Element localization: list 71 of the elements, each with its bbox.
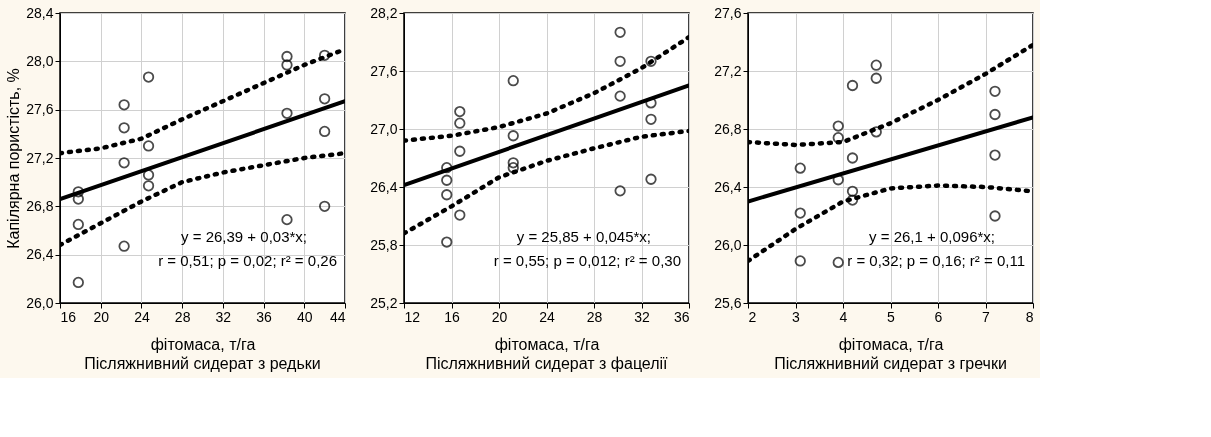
x-tick-label: 40 — [297, 308, 313, 325]
y-tick-label: 25,6 — [714, 294, 742, 311]
x-tick-label: 36 — [673, 308, 690, 325]
y-tick-label: 25,8 — [370, 236, 398, 253]
point — [870, 126, 882, 138]
x-tick-label: 36 — [256, 308, 273, 325]
y-tick-label: 26,0 — [26, 294, 54, 311]
x-axis-title: фітомаса, т/га — [838, 335, 944, 353]
x-tick-label: 6 — [934, 308, 943, 325]
text: Післяжнивний сидерат з гречки — [774, 355, 1007, 372]
x-tick-label: 28 — [174, 308, 191, 325]
x-tick-label: 20 — [491, 308, 508, 325]
point — [832, 256, 844, 269]
x-tick-label: 16 — [444, 308, 460, 325]
point — [846, 185, 859, 197]
x-axis-title: фітомаса, т/га — [494, 335, 600, 353]
x-tick-label: 4 — [839, 308, 848, 325]
x-tick-label: 16 — [60, 308, 77, 325]
y-tick-label: 26,4 — [26, 246, 54, 263]
point — [989, 149, 1001, 161]
y-tick-label: 27,2 — [714, 62, 742, 79]
x-tick-label: 7 — [982, 308, 991, 325]
point — [832, 132, 844, 144]
x-tick-label: 3 — [792, 308, 801, 325]
annotation: y = 26,39 + 0,03*x; — [181, 228, 307, 245]
y-tick-label: 27,6 — [26, 101, 54, 118]
x-tick-label: 8 — [1025, 308, 1034, 325]
y-tick-label: 27,2 — [26, 149, 54, 166]
point — [989, 85, 1001, 97]
y-tick-label: 26,0 — [714, 236, 742, 253]
y-axis-title: Капілярна пористість, % — [5, 68, 23, 249]
y-tick-label: 27,6 — [370, 62, 398, 79]
annotation: y = 26,1 + 0,096*x; — [869, 228, 995, 245]
y-tick-label: 26,8 — [26, 197, 54, 214]
y-tick-label: 26,8 — [714, 120, 742, 137]
point — [832, 120, 844, 132]
text: Післяжнивний сидерат з редьки — [84, 355, 321, 372]
point — [846, 194, 859, 206]
y-tick-label: 27,6 — [714, 4, 742, 21]
y-tick-label: 26,4 — [370, 178, 398, 195]
x-axis-title: фітомаса, т/га — [150, 335, 256, 353]
x-tick-label: 2 — [748, 308, 757, 325]
annotation: r = 0,51; p = 0,02; r² = 0,26 — [158, 252, 337, 269]
x-tick-label: 28 — [586, 308, 603, 325]
point — [794, 255, 806, 267]
x-tick-label: 32 — [634, 308, 650, 325]
point — [794, 162, 806, 174]
x-tick-label: 20 — [93, 308, 110, 325]
annotation: r = 0,55; p = 0,012; r² = 0,30 — [493, 252, 681, 269]
point — [846, 152, 859, 164]
x-tick-label: 44 — [329, 308, 346, 325]
x-tick-label: 24 — [134, 308, 150, 325]
annotation: r = 0,32; p = 0,16; r² = 0,11 — [847, 252, 1025, 269]
y-tick-label: 28,0 — [26, 52, 54, 69]
y-tick-label: 26,4 — [714, 178, 742, 195]
point — [794, 207, 806, 219]
x-tick-label: 32 — [215, 308, 232, 325]
text: Післяжнивний сидерат з фацелії — [425, 355, 669, 372]
y-tick-label: 28,4 — [26, 4, 54, 21]
y-tick-label: 27,0 — [370, 120, 398, 137]
x-tick-label: 12 — [404, 308, 421, 325]
x-tick-label: 24 — [539, 308, 555, 325]
point — [989, 210, 1001, 222]
annotation: y = 25,85 + 0,045*x; — [516, 228, 651, 245]
point — [846, 79, 859, 92]
y-tick-label: 25,2 — [370, 294, 398, 311]
x-tick-label: 5 — [887, 308, 896, 325]
point — [870, 59, 882, 71]
y-tick-label: 28,2 — [370, 4, 398, 21]
point — [870, 72, 882, 84]
point — [989, 108, 1001, 121]
